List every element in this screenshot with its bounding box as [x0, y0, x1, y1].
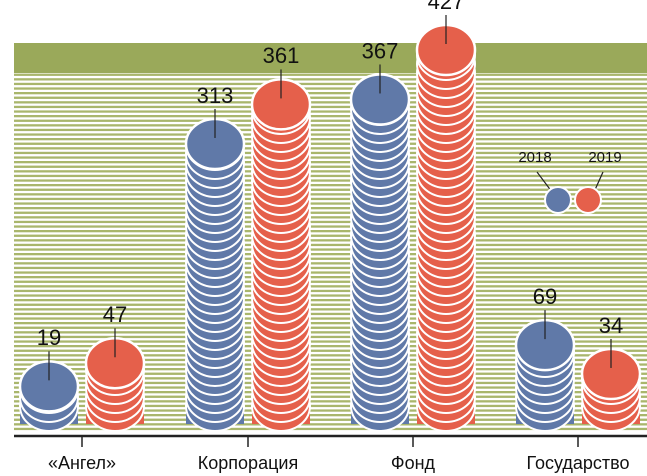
- legend-swatch: [574, 186, 602, 214]
- coin-stack: [18, 360, 80, 432]
- x-tick-label: Корпорация: [198, 453, 298, 473]
- x-tick-label: Государство: [526, 453, 629, 473]
- value-label: 313: [197, 83, 234, 108]
- coin-stack: [184, 117, 246, 432]
- value-label: 367: [362, 38, 399, 63]
- legend-swatch: [544, 186, 572, 214]
- coin-stack: [349, 73, 411, 432]
- legend-leader: [536, 171, 553, 193]
- value-label: 19: [37, 325, 61, 350]
- value-label: 47: [103, 302, 127, 327]
- coin-stack: [415, 23, 477, 432]
- legend-label: 2019: [588, 149, 621, 166]
- value-label: 361: [263, 43, 300, 68]
- coin-stack: [514, 318, 576, 432]
- coin-stack: [580, 347, 642, 432]
- x-tick-label: Фонд: [391, 453, 436, 473]
- x-tick-label: «Ангел»: [48, 453, 116, 473]
- coin-stack: [84, 337, 146, 432]
- value-label: 69: [533, 284, 557, 309]
- header-band: [14, 43, 647, 73]
- value-label: 427: [428, 0, 465, 14]
- value-label: 34: [599, 313, 623, 338]
- legend-label: 2018: [518, 149, 551, 166]
- coin-stack: [250, 78, 312, 432]
